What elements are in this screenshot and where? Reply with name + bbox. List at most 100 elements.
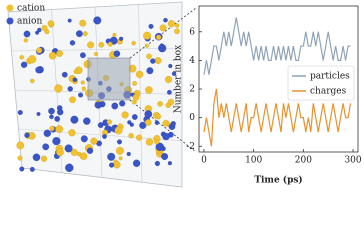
cation bbox=[81, 86, 86, 91]
anion bbox=[37, 27, 42, 33]
legend-label: cation bbox=[17, 4, 45, 14]
anion bbox=[67, 86, 73, 92]
y-tick-label: -2 bbox=[186, 142, 195, 152]
cation bbox=[175, 23, 180, 28]
anion bbox=[80, 135, 88, 143]
anion bbox=[49, 114, 54, 120]
cation bbox=[145, 119, 152, 126]
cation bbox=[30, 78, 35, 84]
cation bbox=[68, 129, 76, 137]
y-tick-label: 4 bbox=[189, 56, 195, 66]
anion bbox=[80, 52, 86, 59]
anion bbox=[76, 30, 83, 38]
anion bbox=[42, 143, 50, 151]
cation bbox=[155, 34, 162, 41]
anion bbox=[35, 66, 43, 74]
cation bbox=[131, 40, 136, 46]
cation bbox=[82, 31, 88, 37]
series-line bbox=[203, 17, 351, 75]
anion bbox=[78, 92, 84, 98]
cation bbox=[70, 148, 78, 156]
anion bbox=[159, 43, 165, 49]
anion bbox=[107, 152, 116, 161]
anion bbox=[131, 114, 138, 120]
anion bbox=[52, 137, 61, 146]
anion bbox=[144, 110, 153, 118]
cation bbox=[167, 20, 176, 28]
anion bbox=[36, 112, 41, 116]
anion bbox=[148, 23, 154, 29]
cation bbox=[159, 24, 167, 32]
cation bbox=[114, 126, 123, 135]
legend-label: particles bbox=[310, 72, 350, 82]
cation bbox=[28, 55, 37, 64]
anion bbox=[170, 121, 176, 127]
cation bbox=[54, 84, 63, 93]
cation bbox=[23, 38, 28, 43]
anion bbox=[111, 102, 119, 110]
cation bbox=[36, 47, 43, 54]
cation bbox=[118, 156, 123, 161]
cation bbox=[41, 155, 48, 162]
anion bbox=[132, 159, 141, 167]
cation bbox=[144, 43, 149, 48]
x-axis-label: Time (ps) bbox=[254, 175, 302, 186]
cation bbox=[145, 86, 153, 94]
anion bbox=[150, 58, 156, 64]
anion bbox=[119, 36, 124, 41]
cation bbox=[146, 53, 152, 60]
cation bbox=[98, 41, 105, 48]
cation bbox=[113, 161, 121, 169]
x-tick-label: 200 bbox=[295, 156, 312, 166]
anion bbox=[54, 116, 61, 122]
cation bbox=[164, 75, 173, 84]
cation bbox=[174, 28, 180, 35]
cation bbox=[135, 70, 144, 79]
x-tick-label: 300 bbox=[344, 156, 361, 166]
anion bbox=[48, 107, 55, 115]
cation bbox=[165, 102, 171, 108]
cation bbox=[128, 133, 134, 139]
y-tick-label: 0 bbox=[189, 113, 195, 123]
anion bbox=[154, 120, 160, 125]
figure: cation anion 0 100 200 300 -2 0 2 4 6 Time (ps) Nu… bbox=[6, 1, 362, 188]
anion bbox=[57, 108, 64, 116]
cation bbox=[48, 51, 57, 60]
anion bbox=[161, 153, 169, 160]
anion bbox=[43, 129, 51, 137]
cation bbox=[145, 138, 154, 146]
anion bbox=[69, 40, 76, 46]
cation bbox=[16, 141, 25, 150]
cation-key bbox=[6, 4, 14, 12]
cation bbox=[80, 80, 85, 85]
anion bbox=[129, 122, 134, 127]
cation bbox=[157, 101, 163, 107]
anion bbox=[161, 146, 166, 152]
anion bbox=[113, 50, 121, 57]
anion bbox=[67, 18, 72, 23]
anion bbox=[86, 147, 94, 154]
anion bbox=[70, 115, 79, 124]
anion bbox=[162, 132, 170, 141]
anion bbox=[72, 77, 78, 82]
anion bbox=[168, 63, 173, 69]
anion bbox=[109, 162, 115, 168]
legend-label: anion bbox=[17, 17, 42, 27]
cation bbox=[154, 57, 162, 65]
anion bbox=[102, 134, 107, 139]
cation bbox=[115, 146, 124, 155]
cation bbox=[79, 152, 88, 160]
anion bbox=[163, 17, 168, 23]
anion bbox=[32, 153, 41, 162]
x-tick-label: 0 bbox=[201, 156, 207, 166]
anion bbox=[117, 139, 122, 145]
cation bbox=[41, 25, 48, 31]
anion bbox=[64, 144, 73, 153]
anion bbox=[19, 166, 25, 172]
anion-key bbox=[6, 17, 14, 25]
cation bbox=[79, 19, 87, 27]
cation bbox=[121, 111, 129, 119]
anion bbox=[126, 151, 131, 157]
y-tick-label: 2 bbox=[189, 85, 195, 95]
y-axis-label: Number in box bbox=[174, 45, 184, 113]
